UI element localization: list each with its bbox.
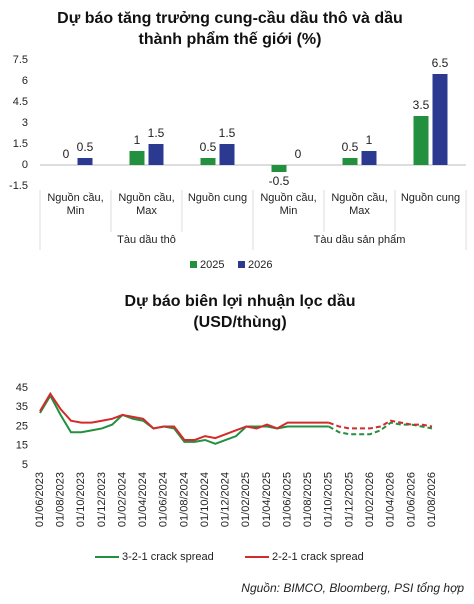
value-label: 6.5 bbox=[432, 56, 449, 70]
x-tick-label: 01/04/2026 bbox=[385, 472, 397, 527]
value-label: 1.5 bbox=[148, 126, 165, 140]
x-tick-label: Nguồn cung bbox=[187, 192, 248, 204]
x-tick-label: 01/06/2023 bbox=[34, 472, 46, 527]
x-tick-label: 01/08/2023 bbox=[55, 472, 67, 527]
value-label: 0 bbox=[295, 147, 302, 161]
x-tick-label: 01/08/2024 bbox=[178, 472, 190, 527]
group-label: Tàu dầu sản phẩm bbox=[313, 234, 406, 246]
x-tick-label: 01/04/2024 bbox=[137, 472, 149, 527]
x-tick-label: 01/08/2026 bbox=[426, 472, 438, 527]
source-note: Nguồn: BIMCO, Bloomberg, PSI tổng hợp bbox=[241, 581, 464, 595]
forecast-line bbox=[328, 419, 433, 430]
value-label: 0.5 bbox=[342, 140, 359, 154]
x-tick-label: 01/12/2023 bbox=[96, 472, 108, 527]
bar bbox=[129, 151, 145, 165]
bar bbox=[148, 144, 164, 165]
bar bbox=[432, 74, 448, 165]
x-tick-label: 01/12/2024 bbox=[220, 472, 232, 527]
chart-title: Dự báo biên lợi nhuận lọc dầu (USD/thùng… bbox=[124, 293, 356, 331]
value-label: -0.5 bbox=[269, 174, 290, 188]
legend-label: 2-2-1 crack spread bbox=[272, 551, 364, 563]
value-label: 1.5 bbox=[219, 126, 236, 140]
y-tick-label: 3 bbox=[22, 117, 28, 129]
legend-swatch bbox=[238, 261, 245, 268]
value-label: 0.5 bbox=[77, 140, 94, 154]
value-label: 0 bbox=[63, 147, 70, 161]
y-tick-label: -1.5 bbox=[9, 180, 28, 192]
y-tick-label: 35 bbox=[16, 401, 28, 413]
legend-label: 2025 bbox=[200, 259, 224, 271]
y-tick-label: 5 bbox=[22, 459, 28, 471]
x-tick-label: 01/02/2025 bbox=[240, 472, 252, 527]
x-tick-label: Nguồn cầu, Min bbox=[260, 192, 317, 217]
value-label: 3.5 bbox=[413, 98, 430, 112]
x-tick-label: Nguồn cầu, Min bbox=[47, 192, 104, 217]
x-tick-label: 01/06/2025 bbox=[281, 472, 293, 527]
y-tick-label: 4.5 bbox=[13, 96, 28, 108]
x-tick-label: 01/10/2024 bbox=[199, 472, 211, 527]
bar bbox=[200, 158, 216, 165]
y-tick-label: 1.5 bbox=[13, 138, 28, 150]
y-tick-label: 7.5 bbox=[13, 54, 28, 66]
y-tick-label: 15 bbox=[16, 440, 28, 452]
x-tick-label: 01/06/2024 bbox=[158, 472, 170, 527]
series-line bbox=[39, 391, 329, 441]
chart-title: Dự báo tăng trưởng cung-cầu dầu thô và d… bbox=[57, 10, 403, 48]
bar bbox=[361, 151, 377, 165]
bar bbox=[342, 158, 358, 165]
legend-label: 2026 bbox=[248, 259, 272, 271]
x-tick-label: 01/02/2026 bbox=[364, 472, 376, 527]
value-label: 1 bbox=[366, 133, 373, 147]
x-tick-label: 01/12/2025 bbox=[343, 472, 355, 527]
x-tick-label: 01/10/2023 bbox=[75, 472, 87, 527]
y-tick-label: 0 bbox=[22, 159, 28, 171]
x-tick-label: Nguồn cầu, Max bbox=[118, 192, 175, 217]
x-tick-label: 01/08/2025 bbox=[302, 472, 314, 527]
value-label: 0.5 bbox=[200, 140, 217, 154]
bar bbox=[77, 158, 93, 165]
x-tick-label: 01/02/2024 bbox=[116, 472, 128, 527]
x-tick-label: 01/04/2025 bbox=[261, 472, 273, 527]
bar bbox=[271, 165, 287, 172]
y-tick-label: 45 bbox=[16, 382, 28, 394]
group-label: Tàu dầu thô bbox=[117, 234, 176, 246]
x-tick-label: Nguồn cung bbox=[400, 192, 461, 204]
y-tick-label: 25 bbox=[16, 420, 28, 432]
x-tick-label: 01/06/2026 bbox=[405, 472, 417, 527]
series-line bbox=[39, 393, 329, 445]
legend-swatch bbox=[190, 261, 197, 268]
x-tick-label: Nguồn cầu, Max bbox=[331, 192, 388, 217]
y-tick-label: 6 bbox=[22, 75, 28, 87]
x-tick-label: 01/10/2025 bbox=[323, 472, 335, 527]
legend-label: 3-2-1 crack spread bbox=[122, 551, 214, 563]
bar bbox=[413, 116, 429, 165]
bar bbox=[219, 144, 235, 165]
value-label: 1 bbox=[134, 133, 141, 147]
